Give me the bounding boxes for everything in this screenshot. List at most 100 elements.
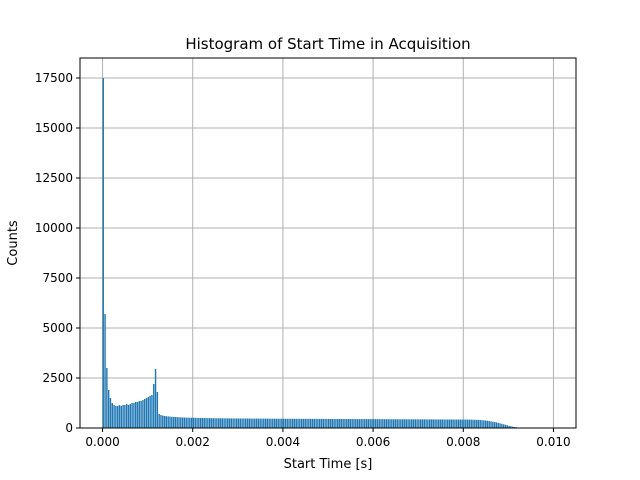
histogram-bar — [414, 419, 416, 428]
histogram-bar — [286, 418, 288, 428]
histogram-bar — [225, 418, 227, 428]
histogram-bar — [284, 418, 287, 428]
histogram-bar — [151, 395, 153, 428]
histogram-bar — [221, 418, 223, 428]
histogram-bar — [457, 419, 460, 428]
histogram-bar — [239, 418, 242, 428]
histogram-bar — [172, 416, 175, 428]
histogram-bar — [463, 419, 465, 428]
histogram-bar — [266, 418, 269, 428]
histogram-bar — [106, 368, 108, 428]
histogram-bar — [264, 418, 267, 428]
x-tick-label: 0.002 — [176, 435, 210, 449]
histogram-bar — [216, 418, 218, 428]
y-tick-label: 17500 — [35, 71, 73, 85]
histogram-bar — [497, 422, 499, 428]
histogram-bar — [430, 419, 433, 428]
histogram-bar — [396, 419, 398, 428]
histogram-bar — [176, 417, 178, 428]
histogram-bar — [479, 420, 481, 428]
y-axis-ticks: 0 2500 5000 7500 10000 12500 15000 17500 — [35, 71, 80, 435]
histogram-bar — [156, 392, 159, 428]
histogram-bar — [454, 419, 456, 428]
grid-lines — [80, 58, 576, 429]
histogram-bar — [246, 418, 249, 428]
histogram-bar — [190, 417, 193, 428]
histogram-bar — [304, 418, 306, 428]
histogram-bar — [257, 418, 260, 428]
histogram-bar — [362, 419, 364, 428]
histogram-bar — [163, 416, 166, 428]
histogram-bar — [122, 405, 124, 428]
histogram-bar — [484, 420, 487, 428]
histogram-bar — [412, 419, 415, 428]
histogram-bar — [468, 419, 471, 428]
histogram-bar — [268, 418, 270, 428]
histogram-bar — [313, 418, 315, 428]
y-tick-label: 5000 — [42, 321, 73, 335]
histogram-bar — [418, 419, 420, 428]
chart-title: Histogram of Start Time in Acquisition — [185, 35, 470, 53]
histogram-bar — [144, 399, 146, 428]
histogram-bar — [196, 417, 198, 428]
histogram-bar — [429, 419, 431, 428]
histogram-bar — [383, 419, 386, 428]
x-axis-label: Start Time [s] — [284, 457, 373, 472]
histogram-bar — [275, 418, 278, 428]
histogram-bar — [174, 417, 177, 428]
histogram-bar — [378, 419, 380, 428]
histogram-bar — [293, 418, 296, 428]
histogram-bar — [398, 419, 400, 428]
histogram-bar — [270, 418, 272, 428]
histogram-bar — [273, 418, 276, 428]
histogram-bar — [124, 405, 126, 428]
histogram-bar — [133, 403, 135, 428]
histogram-bar — [180, 417, 182, 428]
histogram-bar — [427, 419, 429, 428]
histogram-bar — [371, 419, 373, 428]
histogram-bar — [490, 421, 492, 428]
histogram-bar — [140, 401, 142, 428]
histogram-bar — [250, 418, 252, 428]
histogram-bar — [252, 418, 254, 428]
histogram-bar — [135, 402, 137, 428]
histogram-bar — [205, 418, 207, 428]
x-tick-label: 0.010 — [536, 435, 570, 449]
histogram-bar — [223, 418, 225, 428]
histogram-bar — [102, 78, 104, 428]
histogram-bar — [499, 423, 501, 428]
histogram-bar — [212, 418, 214, 428]
histogram-bar — [187, 417, 189, 428]
histogram-bar — [475, 419, 478, 428]
histogram-bar — [376, 419, 379, 428]
histogram-bar — [192, 417, 195, 428]
histogram-bar — [291, 418, 294, 428]
histogram-bar — [158, 414, 160, 428]
histogram-bar — [248, 418, 251, 428]
y-tick-label: 15000 — [35, 121, 73, 135]
histogram-bar — [439, 419, 442, 428]
histogram-bar — [438, 419, 440, 428]
histogram-bar — [495, 422, 498, 428]
histogram-bar — [340, 419, 343, 428]
histogram-bar — [389, 419, 391, 428]
histogram-bar — [434, 419, 436, 428]
histogram-bar — [445, 419, 447, 428]
histogram-bar — [315, 418, 317, 428]
histogram-bar — [149, 396, 151, 428]
histogram-bar — [154, 369, 157, 428]
y-tick-label: 10000 — [35, 221, 73, 235]
histogram-bar — [403, 419, 406, 428]
histogram-bar — [261, 418, 263, 428]
y-axis-label: Counts — [6, 220, 21, 266]
histogram-bar — [259, 418, 261, 428]
histogram-bar — [311, 418, 314, 428]
histogram-bar — [349, 419, 352, 428]
histogram-bar — [217, 418, 220, 428]
histogram-bar — [272, 418, 274, 428]
histogram-bar — [115, 406, 117, 428]
histogram-bar — [237, 418, 240, 428]
histogram-bar — [201, 418, 204, 428]
histogram-bar — [508, 425, 510, 428]
histogram-bar — [477, 419, 480, 428]
